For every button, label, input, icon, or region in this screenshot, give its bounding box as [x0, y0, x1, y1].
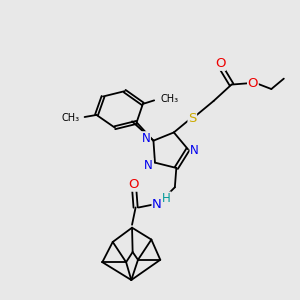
Text: N: N [190, 144, 199, 157]
Text: N: N [152, 198, 162, 211]
Text: O: O [128, 178, 139, 191]
Text: CH₃: CH₃ [61, 113, 80, 123]
Text: S: S [188, 112, 196, 125]
Text: H: H [162, 192, 171, 205]
Text: N: N [144, 158, 153, 172]
Text: O: O [248, 76, 258, 90]
Text: CH₃: CH₃ [160, 94, 178, 104]
Text: N: N [142, 132, 150, 145]
Text: O: O [215, 57, 226, 70]
